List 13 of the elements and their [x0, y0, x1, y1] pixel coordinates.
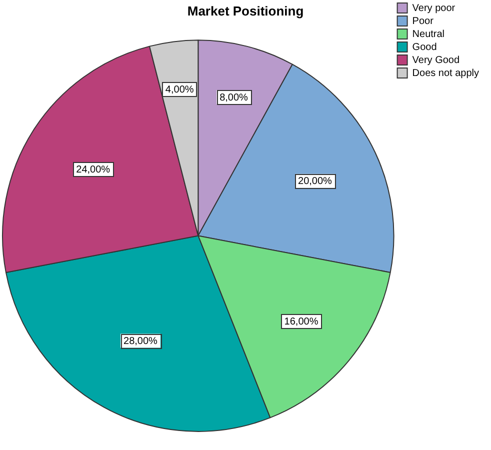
- legend-label: Neutral: [412, 28, 445, 40]
- legend-label: Good: [412, 42, 437, 53]
- chart-title: Market Positioning: [187, 3, 304, 18]
- data-label: 4,00%: [165, 84, 194, 96]
- legend-label: Poor: [412, 16, 434, 27]
- legend-label: Very poor: [412, 2, 456, 14]
- data-label: 28,00%: [124, 336, 158, 347]
- data-label: 24,00%: [76, 164, 110, 176]
- data-label: 16,00%: [284, 316, 318, 328]
- data-label: 20,00%: [298, 176, 332, 188]
- legend-label: Very Good: [412, 54, 460, 66]
- legend-label: Does not apply: [412, 68, 480, 79]
- data-label: 8,00%: [220, 92, 248, 104]
